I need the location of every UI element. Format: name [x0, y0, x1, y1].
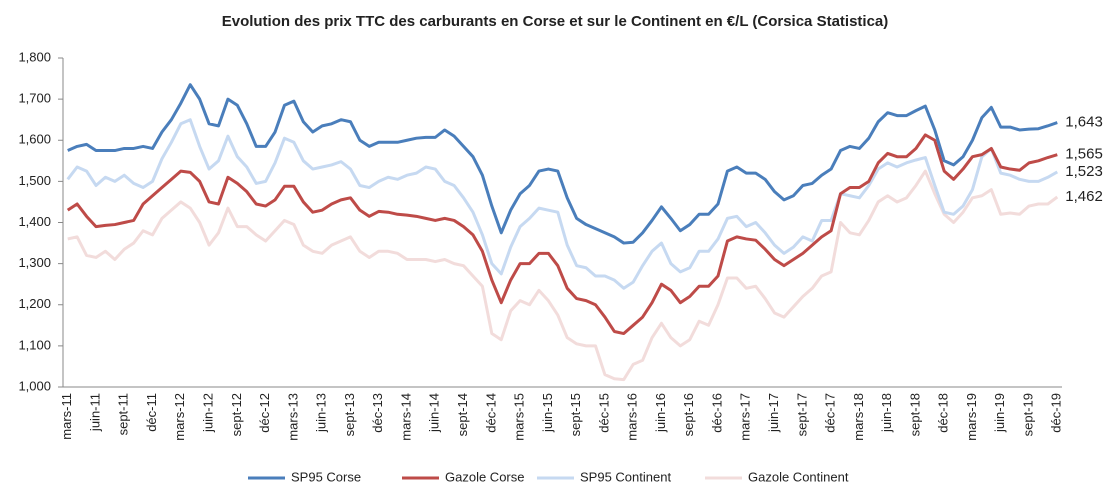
x-tick-label: mars-14 [398, 393, 413, 441]
x-tick-label: juin-15 [540, 393, 555, 433]
x-tick-label: sept-19 [1020, 393, 1035, 436]
end-label: 1,462 [1065, 188, 1103, 205]
x-tick-label: déc-14 [483, 393, 498, 433]
x-tick-label: déc-16 [709, 393, 724, 433]
end-label: 1,523 [1065, 163, 1103, 180]
x-tick-label: déc-13 [370, 393, 385, 433]
x-tick-label: déc-17 [823, 393, 838, 433]
series-line [67, 169, 1059, 382]
x-tick-label: déc-15 [596, 393, 611, 433]
legend-label: SP95 Corse [291, 469, 361, 484]
x-tick-label: juin-13 [314, 393, 329, 433]
x-tick-label: mars-17 [738, 393, 753, 441]
x-tick-label: déc-19 [1049, 393, 1064, 433]
x-tick-label: sept-17 [794, 393, 809, 436]
x-tick-label: déc-18 [936, 393, 951, 433]
y-tick-label: 1,500 [18, 173, 51, 188]
legend-label: Gazole Corse [445, 469, 524, 484]
x-tick-label: juin-14 [427, 393, 442, 433]
y-tick-label: 1,800 [18, 49, 51, 64]
series-line [67, 83, 1058, 245]
end-label: 1,565 [1065, 146, 1103, 163]
series-line [66, 118, 1059, 290]
x-tick-label: mars-18 [851, 393, 866, 441]
x-tick-label: déc-11 [144, 393, 159, 432]
y-tick-label: 1,600 [18, 132, 51, 147]
x-tick-label: sept-12 [229, 393, 244, 436]
x-tick-label: juin-17 [766, 393, 781, 433]
x-tick-label: mars-13 [285, 393, 300, 441]
x-tick-label: mars-15 [512, 393, 527, 441]
x-tick-label: juin-12 [201, 393, 216, 433]
y-tick-label: 1,700 [18, 91, 51, 106]
chart-title: Evolution des prix TTC des carburants en… [222, 13, 889, 30]
y-tick-label: 1,000 [18, 378, 51, 393]
x-tick-label: mars-12 [172, 393, 187, 441]
x-tick-label: sept-18 [907, 393, 922, 436]
x-tick-label: juin-19 [992, 393, 1007, 433]
x-tick-label: déc-12 [257, 393, 272, 433]
series-line [66, 133, 1058, 336]
x-tick-label: juin-18 [879, 393, 894, 433]
y-tick-label: 1,100 [18, 337, 51, 352]
x-tick-label: sept-13 [342, 393, 357, 436]
x-tick-label: mars-16 [625, 393, 640, 441]
y-tick-label: 1,200 [18, 296, 51, 311]
x-tick-label: mars-19 [964, 393, 979, 441]
x-tick-label: mars-11 [59, 393, 74, 440]
x-tick-label: sept-16 [681, 393, 696, 436]
y-tick-label: 1,300 [18, 255, 51, 270]
x-tick-label: sept-15 [568, 393, 583, 436]
x-tick-label: juin-16 [653, 393, 668, 433]
x-tick-label: juin-11 [87, 393, 102, 432]
x-tick-label: sept-14 [455, 393, 470, 436]
legend-label: Gazole Continent [748, 469, 849, 484]
y-tick-label: 1,400 [18, 214, 51, 229]
end-label: 1,643 [1065, 114, 1103, 131]
x-tick-label: sept-11 [116, 393, 131, 435]
legend-label: SP95 Continent [580, 469, 671, 484]
